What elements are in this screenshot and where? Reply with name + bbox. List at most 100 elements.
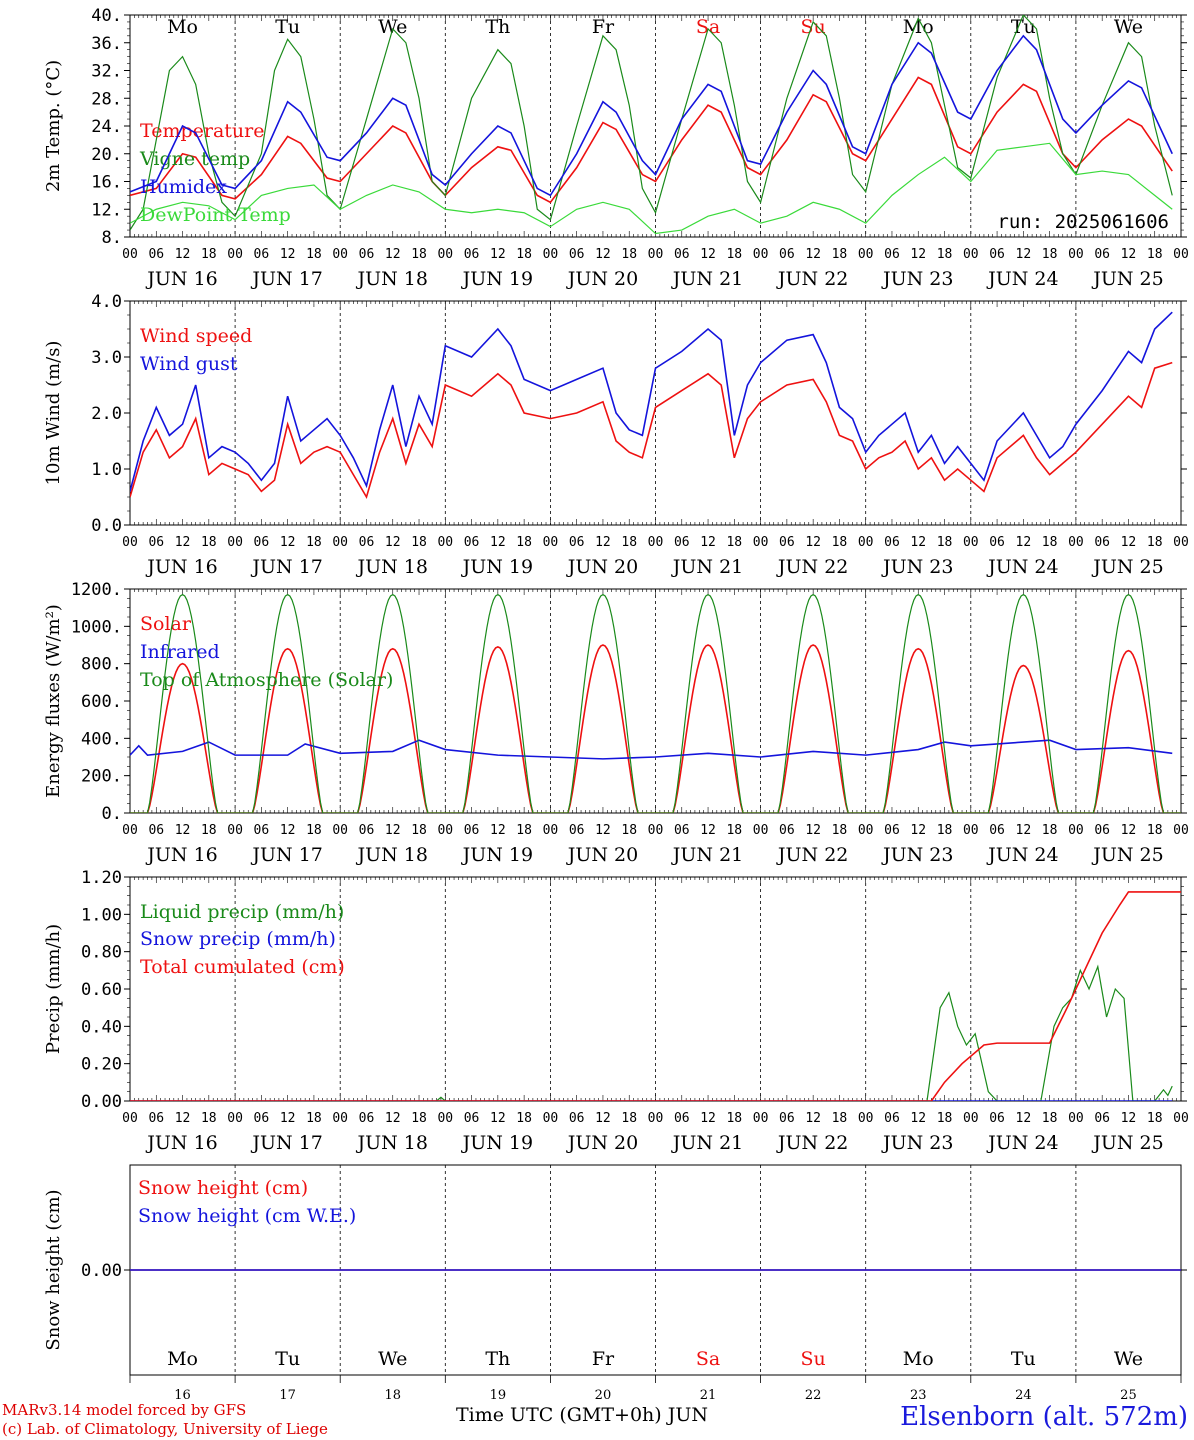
hour-tick-label: 12 bbox=[805, 247, 821, 262]
panel-1: 8. 12. 16. 20. 24. 28. 32. 36. 40. 2m Temp. (°C) 0… bbox=[43, 6, 1189, 290]
date-label: JUN 25 bbox=[1091, 268, 1163, 290]
hour-tick-label: 12 bbox=[280, 1111, 296, 1126]
hour-tick-label: 06 bbox=[1094, 535, 1110, 550]
hour-tick-label: 00 bbox=[858, 535, 874, 550]
day-number-label: 22 bbox=[805, 1388, 822, 1403]
date-label: JUN 21 bbox=[671, 844, 743, 866]
hour-tick-label: 06 bbox=[464, 1111, 480, 1126]
hour-tick-label: 00 bbox=[332, 1111, 348, 1126]
hour-tick-label: 12 bbox=[1121, 247, 1137, 262]
hour-tick-label: 06 bbox=[148, 535, 164, 550]
day-number-label: 17 bbox=[279, 1388, 296, 1403]
legend-entry: Solar bbox=[140, 613, 192, 635]
hour-tick-label: 06 bbox=[359, 535, 375, 550]
y-tick-label: 1.00 bbox=[81, 905, 122, 925]
hour-tick-label: 18 bbox=[832, 247, 848, 262]
date-label: JUN 23 bbox=[881, 268, 953, 290]
hour-tick-label: 06 bbox=[989, 1111, 1005, 1126]
plot-frame bbox=[129, 588, 1182, 814]
hour-tick-label: 00 bbox=[753, 247, 769, 262]
hour-tick-label: 06 bbox=[779, 823, 795, 838]
hour-tick-label: 18 bbox=[937, 247, 953, 262]
hour-tick-label: 18 bbox=[516, 1111, 532, 1126]
hour-tick-label: 06 bbox=[148, 247, 164, 262]
hour-tick-label: 06 bbox=[148, 1111, 164, 1126]
hour-tick-label: 12 bbox=[700, 823, 716, 838]
legend-entry: Liquid precip (mm/h) bbox=[140, 901, 344, 923]
legend-entry: Top of Atmosphere (Solar) bbox=[140, 669, 393, 691]
hour-tick-label: 12 bbox=[1016, 823, 1032, 838]
hour-tick-label: 12 bbox=[175, 1111, 191, 1126]
date-label: JUN 25 bbox=[1091, 1132, 1163, 1154]
y-tick-label: 40. bbox=[91, 6, 122, 26]
date-label: JUN 23 bbox=[881, 1132, 953, 1154]
hour-tick-label: 18 bbox=[516, 247, 532, 262]
hour-tick-label: 06 bbox=[989, 823, 1005, 838]
y-tick-label: 4.0 bbox=[91, 292, 122, 312]
hour-tick-label: 18 bbox=[1147, 535, 1163, 550]
hour-tick-label: 00 bbox=[543, 1111, 559, 1126]
legend-entry: Total cumulated (cm) bbox=[140, 956, 345, 978]
y-tick-label: 24. bbox=[91, 117, 122, 137]
hour-tick-label: 12 bbox=[805, 823, 821, 838]
hour-tick-label: 18 bbox=[832, 1111, 848, 1126]
hour-tick-label: 12 bbox=[280, 535, 296, 550]
weekday-label: Mo bbox=[167, 1348, 198, 1370]
legend-entry: Snow precip (mm/h) bbox=[140, 928, 336, 950]
series-line-2 bbox=[130, 15, 1173, 231]
hour-tick-label: 18 bbox=[201, 535, 217, 550]
panel-3: 0. 200. 400. 600. 800. 1000. 1200. Energy fluxe… bbox=[43, 580, 1189, 866]
hour-tick-label: 06 bbox=[569, 535, 585, 550]
weekday-label: We bbox=[1114, 16, 1143, 38]
y-tick-label: 12. bbox=[91, 200, 122, 220]
y-tick-label: 28. bbox=[91, 89, 122, 109]
date-label: JUN 19 bbox=[461, 1132, 533, 1154]
hour-tick-label: 12 bbox=[1121, 535, 1137, 550]
day-number-label: 21 bbox=[700, 1388, 717, 1403]
weekday-label: Mo bbox=[167, 16, 198, 38]
hour-tick-label: 12 bbox=[490, 535, 506, 550]
hour-tick-label: 00 bbox=[122, 535, 138, 550]
date-label: JUN 21 bbox=[671, 268, 743, 290]
weekday-label: Tu bbox=[275, 16, 300, 38]
hour-tick-label: 12 bbox=[595, 823, 611, 838]
y-tick-label: 0.0 bbox=[91, 516, 122, 536]
hour-tick-label: 12 bbox=[490, 247, 506, 262]
hour-tick-label: 18 bbox=[832, 535, 848, 550]
hour-tick-label: 12 bbox=[280, 247, 296, 262]
hour-tick-label: 00 bbox=[1173, 247, 1189, 262]
legend-entry: Snow height (cm) bbox=[138, 1177, 308, 1199]
hour-tick-label: 06 bbox=[569, 1111, 585, 1126]
y-tick-label: 0.00 bbox=[81, 1261, 122, 1281]
legend-entry: Humidex bbox=[140, 176, 227, 198]
hour-tick-label: 18 bbox=[621, 535, 637, 550]
hour-tick-label: 18 bbox=[516, 823, 532, 838]
hour-tick-label: 18 bbox=[621, 823, 637, 838]
hour-tick-label: 06 bbox=[1094, 1111, 1110, 1126]
hour-tick-label: 00 bbox=[1068, 1111, 1084, 1126]
hour-tick-label: 18 bbox=[726, 1111, 742, 1126]
hour-tick-label: 18 bbox=[411, 247, 427, 262]
hour-tick-label: 00 bbox=[227, 535, 243, 550]
hour-tick-label: 00 bbox=[332, 247, 348, 262]
hour-tick-label: 12 bbox=[700, 535, 716, 550]
hour-tick-label: 18 bbox=[937, 535, 953, 550]
hour-tick-label: 00 bbox=[858, 823, 874, 838]
hour-tick-label: 18 bbox=[937, 823, 953, 838]
y-tick-label: 3.0 bbox=[91, 348, 122, 368]
hour-tick-label: 00 bbox=[1068, 247, 1084, 262]
hour-tick-label: 18 bbox=[201, 1111, 217, 1126]
time-axis-label: Time UTC (GMT+0h) JUN bbox=[456, 1404, 708, 1426]
y-tick-label: 20. bbox=[91, 145, 122, 165]
hour-tick-label: 00 bbox=[648, 535, 664, 550]
y-tick-label: 1.0 bbox=[91, 460, 122, 480]
date-label: JUN 17 bbox=[250, 844, 322, 866]
date-label: JUN 18 bbox=[356, 844, 428, 866]
hour-tick-label: 06 bbox=[884, 247, 900, 262]
hour-tick-label: 12 bbox=[490, 823, 506, 838]
series-line-4 bbox=[130, 142, 1173, 235]
date-label: JUN 25 bbox=[1091, 844, 1163, 866]
day-number-label: 19 bbox=[490, 1388, 507, 1403]
hour-tick-label: 00 bbox=[543, 247, 559, 262]
hour-tick-label: 00 bbox=[753, 535, 769, 550]
